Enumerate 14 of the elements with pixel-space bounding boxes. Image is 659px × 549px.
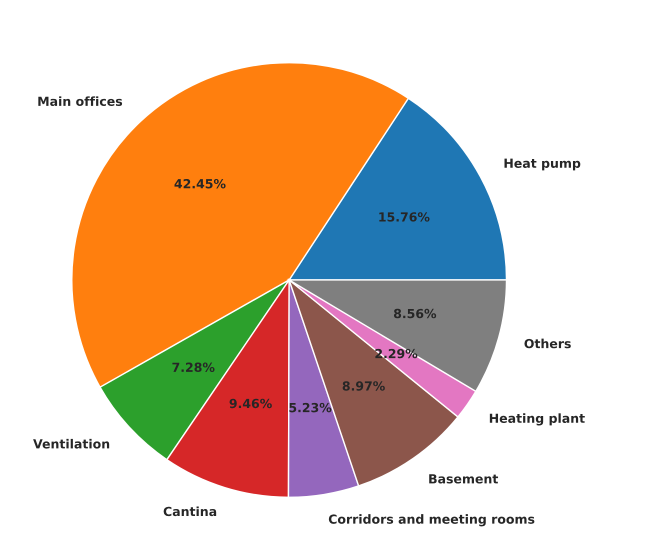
slice-label: Heating plant	[490, 413, 585, 426]
data-label: 15.76%	[379, 212, 430, 222]
slice-label: Others	[524, 338, 571, 348]
slice-label: Basement	[429, 474, 498, 484]
data-label: 8.97%	[342, 381, 385, 391]
data-label: 7.28%	[172, 362, 215, 372]
slice-label: Heat pump	[504, 158, 580, 170]
data-label: 8.56%	[394, 308, 436, 318]
slice-label: Main offices	[38, 96, 122, 106]
slice-label: Cantina	[164, 506, 216, 516]
slice-label: Ventilation	[33, 438, 110, 449]
data-label: 9.46%	[230, 398, 272, 408]
data-label: 42.45%	[174, 179, 226, 188]
slice-label: Corridors and meeting rooms	[328, 514, 534, 526]
